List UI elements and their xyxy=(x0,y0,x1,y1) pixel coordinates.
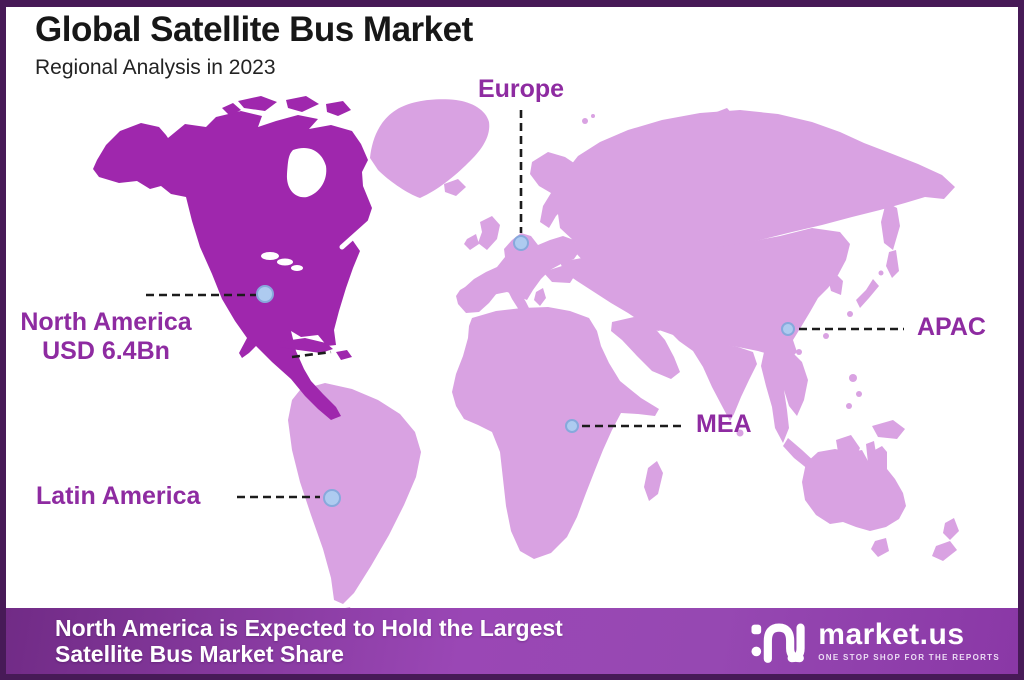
island-arctic-russia xyxy=(714,108,734,121)
island-hainan xyxy=(796,349,802,355)
island-svalbard-2 xyxy=(591,114,595,118)
region-north-america-shape xyxy=(93,111,372,420)
island-taiwan xyxy=(823,333,829,339)
brand-text: market.us ONE STOP SHOP FOR THE REPORTS xyxy=(818,618,1000,663)
great-lake-2 xyxy=(277,258,293,266)
island-hispaniola xyxy=(336,350,352,360)
great-lake-1 xyxy=(261,252,279,260)
marker-mea xyxy=(565,419,579,433)
region-india xyxy=(668,330,757,421)
region-kamchatka xyxy=(881,202,900,250)
footer-banner: North America is Expected to Hold the La… xyxy=(6,608,1018,674)
label-north-america-value: USD 6.4Bn xyxy=(42,337,170,365)
header: Global Satellite Bus Market Regional Ana… xyxy=(35,10,473,80)
continent-south-america xyxy=(288,383,421,604)
region-central-asia-china xyxy=(575,228,850,360)
leader-caribbean xyxy=(291,350,332,359)
marker-apac xyxy=(781,322,795,336)
arctic-island-3 xyxy=(326,101,351,116)
region-korea xyxy=(828,272,843,295)
leader-lines xyxy=(146,110,904,499)
region-anatolia xyxy=(543,266,577,283)
island-svalbard-1 xyxy=(582,118,588,124)
region-southeast-asia xyxy=(761,346,808,443)
label-north-america-name: North America xyxy=(20,308,192,336)
label-mea: MEA xyxy=(696,410,752,438)
island-tasmania xyxy=(871,538,889,557)
brand-logo: market.us ONE STOP SHOP FOR THE REPORTS xyxy=(750,608,1000,674)
page-title: Global Satellite Bus Market xyxy=(35,10,473,49)
marker-europe xyxy=(513,235,529,251)
island-cuba xyxy=(277,338,333,353)
label-north-america: North America USD 6.4Bn xyxy=(8,308,204,366)
island-new-zealand-north xyxy=(943,518,959,540)
page-subtitle: Regional Analysis in 2023 xyxy=(35,56,276,79)
island-new-zealand-south xyxy=(932,541,957,561)
island-ireland xyxy=(464,234,479,250)
marker-north-america xyxy=(256,285,274,303)
label-europe: Europe xyxy=(477,75,565,103)
region-siberia xyxy=(556,110,955,257)
island-japan-south xyxy=(847,311,853,317)
island-philippines-1 xyxy=(849,374,857,382)
island-madagascar xyxy=(644,461,663,501)
footer-headline-line2: Satellite Bus Market Share xyxy=(55,641,344,667)
footer-headline: North America is Expected to Hold the La… xyxy=(55,615,563,667)
island-philippines-2 xyxy=(856,391,862,397)
label-latin-america: Latin America xyxy=(36,482,201,510)
arctic-island-4 xyxy=(222,103,241,116)
st-lawrence-gulf xyxy=(339,219,373,250)
continent-greenland xyxy=(370,99,490,198)
great-lake-3 xyxy=(291,265,303,271)
island-japan-north xyxy=(878,270,884,276)
island-philippines-3 xyxy=(846,403,852,409)
continent-africa xyxy=(452,307,659,559)
region-middle-east-bridge xyxy=(560,258,670,331)
marker-latin-america xyxy=(323,489,341,507)
arctic-island-1 xyxy=(238,96,277,111)
brand-tagline: ONE STOP SHOP FOR THE REPORTS xyxy=(818,653,1000,662)
brand-name: market.us xyxy=(818,618,965,651)
world-landmass xyxy=(288,99,959,617)
water-cutouts xyxy=(261,147,373,271)
hudson-bay xyxy=(286,147,327,198)
region-greece xyxy=(534,288,546,306)
island-sakhalin xyxy=(886,250,899,278)
island-sri-lanka xyxy=(736,429,744,437)
island-novaya-zemlya xyxy=(610,133,630,152)
region-iberia xyxy=(456,281,497,313)
continent-australia xyxy=(802,446,906,531)
island-iceland xyxy=(444,179,466,196)
region-arabia xyxy=(611,317,680,379)
island-great-britain xyxy=(478,216,500,250)
region-north-america-group xyxy=(93,96,372,420)
marketus-logo-icon xyxy=(751,623,805,663)
label-apac: APAC xyxy=(917,313,986,341)
island-japan xyxy=(856,279,879,308)
footer-headline-line1: North America is Expected to Hold the La… xyxy=(55,615,563,641)
island-new-guinea xyxy=(872,420,905,439)
region-markers xyxy=(256,235,795,507)
arctic-island-2 xyxy=(286,96,319,112)
